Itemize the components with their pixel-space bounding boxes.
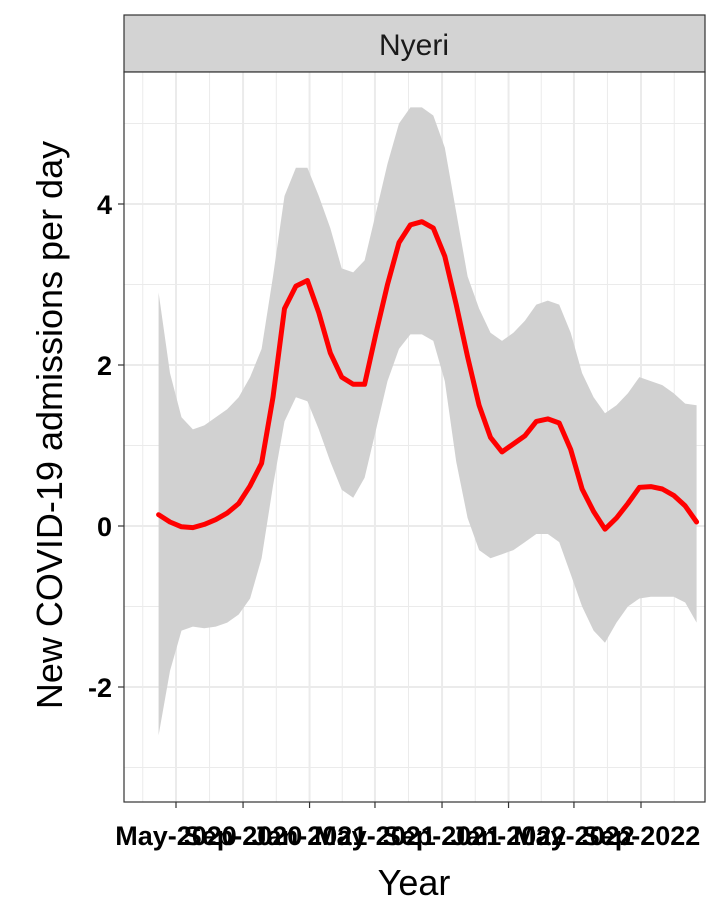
- y-axis: -2 0 2 4: [88, 190, 124, 703]
- x-tick-label: May-2021: [314, 821, 436, 851]
- x-tick-label: May-2020: [115, 821, 237, 851]
- x-tick-label: Jan-2021: [252, 821, 368, 851]
- confidence-ribbon: [158, 107, 697, 736]
- y-tick-label: 0: [97, 512, 112, 542]
- plot-panel: [123, 71, 706, 803]
- x-tick-label: Sep-2022: [582, 821, 701, 851]
- y-tick-label: 4: [97, 190, 112, 220]
- x-tick-label: May-2022: [513, 821, 635, 851]
- trend-line: [156, 219, 700, 532]
- y-tick-label: 2: [97, 351, 112, 381]
- facet-label: Nyeri: [379, 29, 449, 62]
- facet-strip-background: [123, 14, 706, 73]
- x-tick-label: Sep-2020: [184, 821, 303, 851]
- facet-strip: Nyeri: [123, 14, 706, 73]
- x-axis-title: Year: [378, 862, 451, 903]
- x-tick-label: Jan-2022: [451, 821, 567, 851]
- y-tick-label: -2: [88, 673, 112, 703]
- x-axis: May-2020Sep-2020Jan-2021May-2021Sep-2021…: [115, 802, 700, 851]
- y-axis-title: New COVID-19 admissions per day: [29, 141, 70, 709]
- x-tick-label: Sep-2021: [383, 821, 502, 851]
- panel-border: [123, 71, 706, 803]
